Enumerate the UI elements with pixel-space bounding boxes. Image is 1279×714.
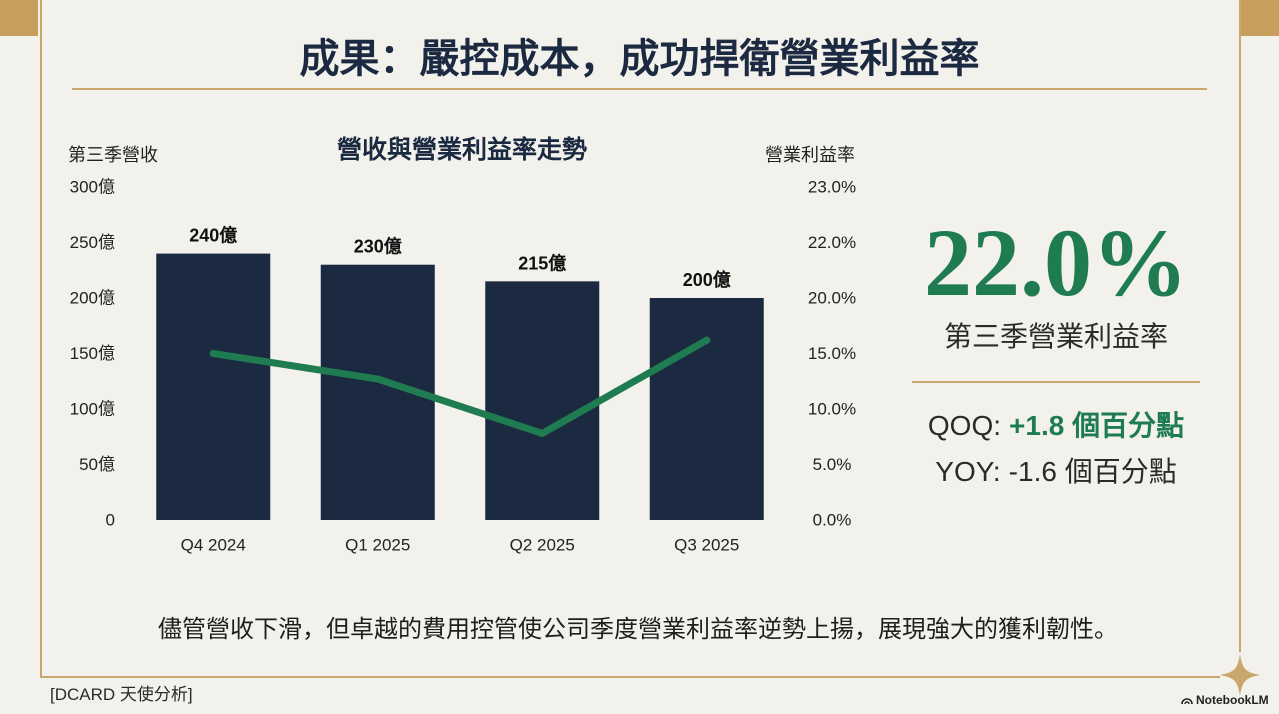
right-axis-tick-label: 23.0%	[808, 178, 856, 197]
frame-bottom-border	[40, 676, 1220, 678]
revenue-data-label: 240億	[189, 225, 237, 246]
operating-margin-label: 第三季營業利益率	[943, 321, 1168, 352]
summary-text: 儘管營收下滑，但卓越的費用控管使公司季度營業利益率逆勢上揚，展現強大的獲利韌性。	[158, 616, 1118, 643]
title-divider	[72, 88, 1207, 90]
qoq-value: +1.8 個百分點	[1009, 410, 1185, 441]
right-axis-tick-label: 10.0%	[808, 400, 856, 419]
qoq-label: QOQ:	[927, 410, 1002, 441]
frame-right-border	[1239, 0, 1241, 652]
notebooklm-logo-icon	[1181, 698, 1193, 705]
left-axis-tick-label: 200億	[70, 289, 115, 308]
chart-title: 營收與營業利益率走勢	[336, 136, 587, 164]
right-axis-tick-label: 0.0%	[813, 511, 852, 530]
source-label: [DCARD 天使分析]	[50, 685, 193, 704]
right-axis-title: 營業利益率	[765, 145, 855, 165]
brand-watermark: NotebookLM	[1181, 692, 1269, 708]
operating-margin-line	[209, 336, 711, 437]
top-right-corner-block	[1241, 0, 1279, 36]
x-axis-category-label: Q3 2025	[674, 536, 739, 555]
yoy-label: YOY:	[935, 456, 1001, 487]
revenue-bar	[485, 281, 600, 520]
operating-margin-point	[703, 336, 711, 344]
revenue-data-label: 215億	[518, 252, 566, 273]
kpi-panel: 22.0% 第三季營業利益率 QOQ: +1.8 個百分點 YOY: -1.6 個百…	[912, 200, 1200, 500]
kpi-divider	[912, 381, 1200, 383]
revenue-margin-chart: 0 50億 100億 150億 200億 250億 300億 0.0% 5.0% 10.0% 15.…	[70, 178, 856, 555]
operating-margin-value: 22.0%	[924, 209, 1188, 316]
yoy-change: YOY: -1.6 個百分點	[892, 455, 1220, 489]
page-title: 成果：嚴控成本，成功捍衛營業利益率	[299, 35, 980, 82]
operating-margin-point	[538, 429, 546, 437]
revenue-data-label: 230億	[354, 236, 402, 257]
qoq-change: QOQ: +1.8 個百分點	[892, 409, 1220, 443]
left-axis-title: 第三季營收	[68, 145, 158, 165]
revenue-data-label: 200億	[683, 269, 731, 290]
frame-left-border	[40, 0, 42, 677]
x-axis-category-label: Q1 2025	[345, 536, 410, 555]
right-axis-tick-label: 15.0%	[808, 344, 856, 363]
sparkle-star-icon	[1220, 654, 1260, 696]
right-axis-tick-label: 5.0%	[813, 455, 852, 474]
left-axis-tick-label: 150億	[70, 344, 115, 363]
operating-margin-point	[209, 350, 217, 357]
operating-margin-point	[374, 375, 382, 383]
yoy-value: -1.6 個百分點	[1008, 456, 1177, 487]
x-axis-category-label: Q2 2025	[510, 536, 575, 555]
revenue-bar	[156, 253, 271, 520]
top-left-corner-block	[0, 0, 38, 36]
brand-name: NotebookLM	[1196, 693, 1269, 707]
right-axis-tick-label: 20.0%	[808, 289, 856, 308]
left-axis-tick-label: 300億	[70, 178, 115, 197]
left-axis-tick-label: 0	[106, 511, 115, 530]
left-axis-tick-label: 50億	[79, 455, 115, 474]
left-axis-tick-label: 100億	[70, 400, 115, 419]
right-axis-tick-label: 22.0%	[808, 233, 856, 252]
left-axis-tick-label: 250億	[70, 233, 115, 252]
x-axis-category-label: Q4 2024	[181, 536, 246, 555]
revenue-bar	[649, 298, 764, 520]
